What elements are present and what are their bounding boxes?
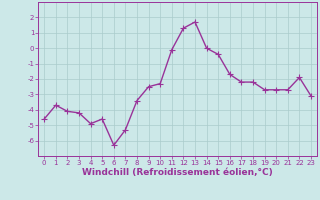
- X-axis label: Windchill (Refroidissement éolien,°C): Windchill (Refroidissement éolien,°C): [82, 168, 273, 177]
